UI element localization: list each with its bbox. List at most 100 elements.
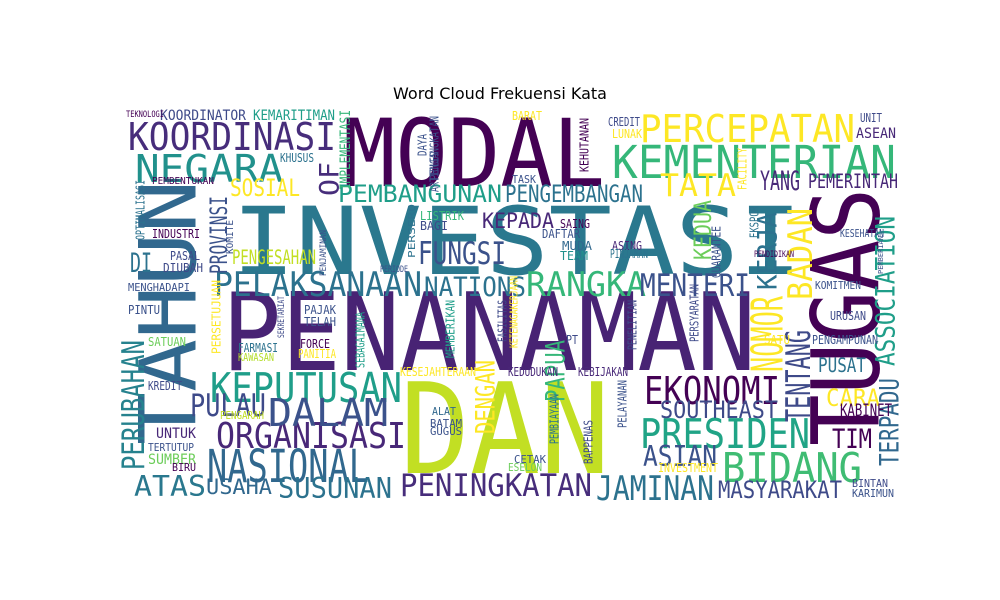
- word-optimalisasi: OPTIMALISASI: [134, 180, 148, 240]
- word-provinsi: PROVINSI: [205, 196, 233, 274]
- word-atas: ATAS: [134, 469, 206, 503]
- word-untuk: UNTUK: [156, 426, 196, 442]
- word-dalam: DALAM: [268, 391, 388, 436]
- word-guarantee: GUARANTEE: [710, 226, 724, 278]
- word-koordinasi: KOORDINASI: [128, 115, 336, 160]
- word-daya: DAYA: [416, 133, 430, 156]
- word-perubahan: PERUBAHAN: [116, 340, 152, 470]
- word-kabinet: KABINET: [840, 400, 892, 420]
- word-kedudukan: KEDUDUKAN: [508, 365, 558, 379]
- word-kepada: KEPADA: [482, 209, 554, 234]
- word-fasilitas: FASILITAS: [496, 300, 510, 342]
- word-sekretariat: SEKRETARIAT: [276, 296, 286, 338]
- word-kedua: KEDUA: [689, 200, 717, 260]
- word-cetak: CETAK: [514, 453, 546, 466]
- word-task: TASK: [512, 173, 536, 186]
- word-pintu: PINTU: [128, 303, 160, 317]
- word-implementasi: IMPLEMENTASI: [338, 110, 354, 190]
- word-dan: DAN: [400, 356, 610, 503]
- word-yang: YANG: [760, 166, 800, 197]
- word-koordinator: KOORDINATOR: [160, 108, 246, 124]
- word-barat: BARAT: [512, 109, 542, 123]
- word-pt: PT: [566, 333, 578, 347]
- word-kemaritiman: KEMARITIMAN: [253, 108, 335, 124]
- word-asean: ASEAN: [856, 126, 896, 142]
- word-susunan: SUSUNAN: [278, 471, 392, 505]
- word-ekonomi: EKONOMI: [644, 369, 780, 414]
- word-tata: TATA: [660, 168, 736, 204]
- word-listrik: LISTRIK: [420, 209, 465, 223]
- word-persyaratan: PERSYARATAN: [688, 284, 702, 342]
- word-force: FORCE: [300, 337, 330, 351]
- word-dengan: DENGAN: [471, 360, 502, 434]
- word-pelayanan: PELAYANAN: [616, 380, 630, 428]
- word-lunak: LUNAK: [612, 127, 643, 141]
- word-satu: SATU: [764, 333, 790, 347]
- word-alat: ALAT: [432, 405, 456, 418]
- word-pemberian: PEMBERIAN: [876, 236, 885, 274]
- word-association: ASSOCIATION: [871, 216, 902, 366]
- word-karimun: KARIMUN: [852, 487, 894, 500]
- word-kesehatan: KESEHATAN: [840, 227, 884, 240]
- word-jaminan: JAMINAN: [596, 469, 714, 508]
- word-kebijakan: KEBIJAKAN: [578, 365, 628, 379]
- word-asing: ASING: [612, 239, 642, 253]
- word-persero: PERSERO: [407, 204, 418, 258]
- word-credit: CREDIT: [608, 115, 640, 129]
- word-penelitian: PENELITIAN: [626, 300, 640, 350]
- word-satuan: SATUAN: [148, 335, 186, 349]
- word-keputusan: KEPUTUSAN: [210, 364, 402, 412]
- word-biru: BIRU: [172, 461, 196, 474]
- word-pengembangan: PENGEMBANGAN: [505, 180, 643, 208]
- word-usaha: USAHA: [206, 475, 272, 500]
- word-pembiayaan: PEMBIAYAAN: [548, 394, 562, 444]
- word-badan: BADAN: [781, 208, 820, 300]
- word-pengarah: PENGARAH: [220, 409, 264, 422]
- word-tim: TIM: [832, 424, 872, 455]
- word-memberikan: MEMBERIKAN: [444, 300, 458, 358]
- word-persetujuan: PERSETUJUAN: [210, 280, 224, 354]
- word-pengampunan: PENGAMPUNAN: [812, 333, 878, 347]
- word-menteri: MENTERI: [640, 268, 750, 304]
- word-pendidikan: PENDIDIKAN: [754, 249, 794, 259]
- word-pasal: PASAL: [170, 249, 200, 263]
- word-tertutup: TERTUTUP: [148, 441, 194, 454]
- word-farmasi: FARMASI: [238, 341, 278, 355]
- word-gugus: GUGUS: [430, 425, 462, 438]
- word-telah: TELAH: [304, 315, 336, 329]
- word-cara: CARA: [826, 384, 881, 412]
- word-urusan: URUSAN: [830, 309, 866, 323]
- word-nations: NATIONS: [424, 272, 526, 303]
- word-bagi: BAGI: [420, 219, 448, 233]
- word-periode: PERIODE: [380, 264, 408, 274]
- word-tugas: TUGAS: [792, 188, 901, 446]
- word-facility: FACILITY: [736, 147, 750, 190]
- chart-title: Word Cloud Frekuensi Kata: [393, 84, 607, 103]
- word-rangka: RANGKA: [526, 265, 646, 304]
- word-investment: INVESTMENT: [658, 461, 718, 475]
- word-articles: ARTICLES: [428, 152, 442, 192]
- word-pinjaman: PINJAMAN: [610, 247, 648, 261]
- word-southeast: SOUTHEAST: [660, 396, 778, 424]
- word-papua: PAPUA: [541, 340, 572, 402]
- word-peningkatan: PENINGKATAN: [400, 468, 592, 504]
- word-eselon: ESELON: [508, 461, 542, 474]
- word-komitmen: KOMITMEN: [815, 279, 861, 292]
- word-ketenagakerjaan: KETENAGAKERJAAN: [508, 276, 521, 348]
- word-muda: MUDA: [562, 239, 593, 253]
- word-tentang: TENTANG: [779, 330, 818, 422]
- word-terpadu: TERPADU: [875, 378, 906, 466]
- word-masyarakat: MASYARAKAT: [718, 476, 842, 504]
- word-kawasan: KAWASAN: [238, 351, 274, 364]
- word-industri: INDUSTRI: [152, 227, 200, 241]
- word-bintan: BINTAN: [852, 477, 888, 490]
- word-saing: SAING: [560, 217, 590, 231]
- word-kehutanan: KEHUTANAN: [578, 118, 592, 172]
- word-daftar: DAFTAR: [542, 227, 581, 241]
- word-bappenas: BAPPENAS: [582, 420, 596, 464]
- word-sumber: SUMBER: [148, 452, 196, 468]
- word-batam: BATAM: [430, 417, 462, 430]
- word-fungsi: FUNGSI: [418, 236, 506, 272]
